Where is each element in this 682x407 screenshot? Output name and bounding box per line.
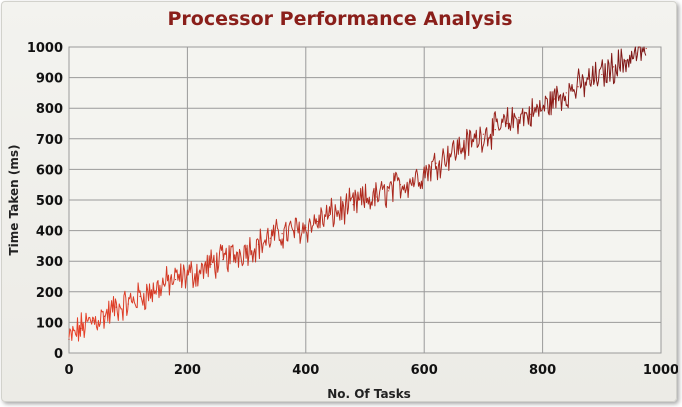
y-tick-label: 0 bbox=[54, 347, 63, 362]
data-point bbox=[494, 129, 496, 131]
data-point bbox=[281, 233, 283, 235]
data-point bbox=[68, 338, 70, 340]
series-line bbox=[68, 46, 647, 342]
data-point bbox=[470, 141, 473, 143]
data-point bbox=[103, 315, 106, 317]
y-tick-label: 900 bbox=[36, 72, 63, 87]
data-point bbox=[601, 73, 603, 76]
data-point bbox=[506, 122, 508, 125]
data-point bbox=[246, 248, 248, 250]
data-point bbox=[518, 116, 520, 118]
data-point bbox=[269, 237, 271, 239]
data-point bbox=[482, 133, 484, 135]
data-point bbox=[388, 190, 390, 192]
data-point bbox=[151, 291, 153, 293]
data-point bbox=[447, 153, 449, 155]
y-tick-label: 800 bbox=[36, 102, 63, 117]
data-point bbox=[530, 113, 532, 115]
data-point bbox=[411, 179, 413, 181]
data-point bbox=[317, 220, 319, 223]
data-point bbox=[589, 80, 591, 82]
data-point bbox=[376, 196, 378, 198]
data-point bbox=[423, 171, 425, 174]
x-tick-label: 400 bbox=[292, 363, 319, 378]
data-point bbox=[210, 263, 212, 265]
data-point bbox=[553, 98, 556, 100]
data-point bbox=[305, 226, 307, 229]
x-tick-label: 200 bbox=[174, 363, 201, 378]
data-point bbox=[435, 162, 437, 164]
data-point bbox=[636, 52, 638, 54]
x-tick-label: 600 bbox=[411, 363, 438, 378]
chart: Processor Performance Analysis 0 100 200 30… bbox=[7, 8, 678, 401]
data-point bbox=[352, 203, 354, 206]
chart-frame: Processor Performance Analysis 0 100 200 30… bbox=[1, 1, 678, 402]
data-point bbox=[127, 303, 129, 305]
data-point bbox=[613, 66, 615, 68]
data-point bbox=[364, 199, 366, 201]
data-point bbox=[293, 230, 295, 232]
data-point bbox=[186, 274, 188, 276]
data-point bbox=[222, 259, 224, 261]
y-tick-label: 500 bbox=[36, 194, 63, 209]
y-tick-label: 600 bbox=[36, 163, 63, 178]
x-tick-label: 1000 bbox=[643, 363, 678, 378]
chart-title: Processor Performance Analysis bbox=[167, 8, 512, 30]
data-point bbox=[328, 214, 331, 216]
y-tick-label: 400 bbox=[36, 225, 63, 240]
y-tick-label: 200 bbox=[36, 286, 63, 301]
data-point bbox=[565, 92, 567, 94]
data-point bbox=[80, 327, 82, 330]
y-tick-label: 100 bbox=[36, 316, 63, 331]
data-point bbox=[92, 320, 94, 322]
data-point bbox=[115, 306, 117, 308]
y-tick-label: 300 bbox=[36, 255, 63, 270]
y-tick-label: 1000 bbox=[27, 41, 63, 56]
data-point bbox=[624, 60, 627, 62]
data-point bbox=[542, 107, 544, 109]
data-point bbox=[198, 271, 200, 273]
data-point bbox=[163, 283, 165, 285]
x-tick-label: 800 bbox=[529, 363, 556, 378]
data-point bbox=[577, 86, 579, 88]
data-point bbox=[234, 254, 236, 256]
data-point bbox=[257, 243, 260, 245]
data-point bbox=[139, 295, 141, 297]
x-axis-label: No. Of Tasks bbox=[327, 387, 411, 401]
y-axis-label: Time Taken (ms) bbox=[7, 145, 21, 256]
data-point bbox=[399, 184, 402, 186]
y-tick-label: 700 bbox=[36, 133, 63, 148]
x-tick-label: 0 bbox=[64, 363, 73, 378]
data-point bbox=[645, 47, 647, 50]
data-point bbox=[174, 278, 177, 281]
data-point bbox=[340, 210, 342, 212]
data-point bbox=[459, 147, 461, 149]
